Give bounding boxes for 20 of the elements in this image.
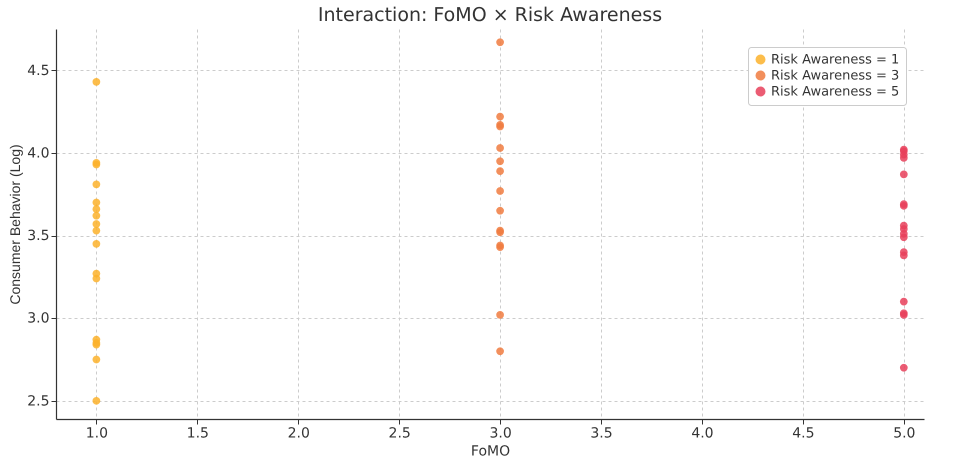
x-tick-label: 1.0 — [86, 426, 108, 442]
x-tick-label: 2.0 — [288, 426, 310, 442]
y-axis-title: Consumer Behavior (Log) — [7, 144, 24, 305]
x-axis-title: FoMO — [470, 444, 510, 460]
legend-label: Risk Awareness = 5 — [771, 84, 900, 100]
x-tick-label: 1.5 — [186, 426, 209, 442]
x-tick-label: 4.0 — [691, 426, 714, 442]
x-tick-label: 3.5 — [590, 426, 613, 442]
y-tick-label: 3.5 — [27, 228, 50, 244]
x-tick-label: 5.0 — [893, 426, 916, 442]
legend-label: Risk Awareness = 1 — [771, 52, 900, 68]
x-tick-label: 4.5 — [792, 426, 815, 442]
y-tick-label: 3.0 — [27, 310, 50, 327]
y-tick-label: 4.0 — [27, 145, 50, 162]
y-tick-label: 2.5 — [27, 393, 50, 410]
chart-title: Interaction: FoMO × Risk Awareness — [318, 4, 662, 26]
y-tick-label: 4.5 — [27, 62, 50, 79]
legend-label: Risk Awareness = 3 — [771, 68, 900, 84]
x-tick-label: 3.0 — [489, 426, 512, 442]
x-tick-label: 2.5 — [388, 426, 411, 442]
